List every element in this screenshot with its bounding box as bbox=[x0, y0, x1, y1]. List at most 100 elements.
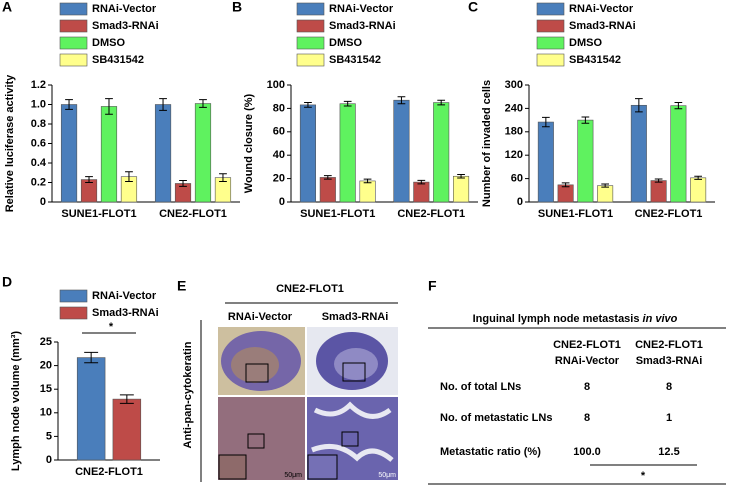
table-cell: 100.0 bbox=[573, 446, 601, 458]
legend-label: Smad3-RNAi bbox=[569, 20, 636, 32]
table-header: Smad3-RNAi bbox=[636, 355, 703, 367]
table-annotation: * bbox=[641, 470, 646, 482]
y-tick-label: 5 bbox=[46, 430, 52, 442]
legend-swatch bbox=[296, 2, 325, 16]
legend-label: SB431542 bbox=[329, 54, 381, 66]
panel-label: F bbox=[428, 278, 437, 294]
table-cell: 1 bbox=[666, 412, 672, 424]
bar bbox=[100, 106, 118, 203]
y-tick-label: 20 bbox=[273, 173, 285, 185]
bar bbox=[630, 104, 647, 203]
bar bbox=[433, 102, 450, 203]
table-cell: No. of total LNs bbox=[440, 381, 521, 393]
legend-swatch bbox=[296, 36, 325, 50]
y-tick-label: 15 bbox=[40, 383, 52, 395]
legend-label: Smad3-RNAi bbox=[92, 307, 159, 319]
x-tick-label: CNE2-FLOT1 bbox=[159, 208, 227, 220]
title-text: Inguinal lymph node metastasis bbox=[473, 313, 643, 325]
error-bar bbox=[457, 174, 465, 179]
scale-bar: 50μm bbox=[378, 472, 396, 479]
y-tick-label: 10 bbox=[40, 407, 52, 419]
error-bar bbox=[581, 116, 590, 124]
table-cell: 8 bbox=[584, 381, 590, 393]
y-tick-label: 60 bbox=[511, 173, 523, 185]
y-axis-title: Wound closure (%) bbox=[243, 93, 255, 193]
y-tick-label: 100 bbox=[267, 79, 285, 91]
panel-label: A bbox=[2, 0, 12, 15]
legend-swatch bbox=[59, 19, 88, 33]
error-bar bbox=[542, 116, 550, 128]
table-cell: 12.5 bbox=[658, 446, 679, 458]
legend-swatch bbox=[59, 289, 88, 303]
error-bar bbox=[323, 175, 332, 180]
y-tick-label: 0 bbox=[40, 196, 46, 208]
legend-swatch bbox=[59, 306, 88, 320]
y-tick-label: 240 bbox=[505, 102, 523, 114]
panel-label: C bbox=[468, 0, 478, 15]
error-bar bbox=[85, 176, 93, 183]
legend-label: Smad3-RNAi bbox=[329, 20, 396, 32]
panel-label: E bbox=[177, 278, 186, 294]
error-bar bbox=[694, 175, 702, 180]
legend-label: RNAi-Vector bbox=[92, 290, 157, 302]
table-cell: Metastatic ratio (%) bbox=[440, 446, 541, 458]
y-tick-label: 0 bbox=[517, 196, 523, 208]
bar bbox=[76, 357, 106, 461]
y-tick-label: 0 bbox=[46, 454, 52, 466]
error-bar bbox=[119, 394, 134, 404]
legend-label: RNAi-Vector bbox=[329, 3, 394, 15]
y-tick-label: 0.2 bbox=[31, 176, 46, 188]
bar bbox=[154, 104, 172, 203]
y-tick-label: 300 bbox=[505, 79, 523, 91]
bar bbox=[577, 119, 594, 203]
bar bbox=[413, 181, 430, 203]
x-tick-label: SUNE1-FLOT1 bbox=[538, 208, 613, 220]
y-tick-label: 25 bbox=[40, 336, 52, 348]
y-tick-label: 0.4 bbox=[31, 157, 47, 169]
bar bbox=[299, 104, 316, 203]
y-axis-title: Lymph node volume (mm³) bbox=[10, 331, 22, 471]
panel-label: B bbox=[232, 0, 242, 15]
legend-label: DMSO bbox=[92, 37, 125, 49]
error-bar bbox=[84, 351, 99, 364]
table-cell: 8 bbox=[666, 381, 672, 393]
y-axis-title: Number of invaded cells bbox=[481, 80, 493, 207]
legend-label: RNAi-Vector bbox=[92, 3, 157, 15]
image-title: CNE2-FLOT1 bbox=[276, 283, 344, 295]
bar bbox=[393, 99, 410, 203]
scale-bar: 50μm bbox=[284, 472, 302, 479]
column-label: RNAi-Vector bbox=[228, 311, 293, 323]
table-header: CNE2-FLOT1 bbox=[635, 339, 703, 351]
x-tick-label: CNE2-FLOT1 bbox=[75, 466, 143, 478]
legend-label: DMSO bbox=[329, 37, 362, 49]
x-tick-label: SUNE1-FLOT1 bbox=[300, 208, 375, 220]
error-bar bbox=[654, 178, 663, 183]
bar bbox=[60, 104, 78, 203]
legend-swatch bbox=[59, 2, 88, 16]
error-bar bbox=[343, 100, 352, 107]
y-tick-label: 0 bbox=[279, 196, 285, 208]
y-tick-label: 60 bbox=[273, 126, 285, 138]
legend-swatch bbox=[536, 53, 565, 67]
column-label: Smad3-RNAi bbox=[322, 311, 389, 323]
error-bar bbox=[65, 99, 73, 110]
y-tick-label: 180 bbox=[505, 126, 523, 138]
error-bar bbox=[417, 179, 426, 185]
bar bbox=[194, 103, 212, 203]
title-italic: in vivo bbox=[643, 313, 678, 325]
y-axis-title: Relative luciferase activity bbox=[4, 74, 16, 212]
y-tick-label: 20 bbox=[40, 360, 52, 372]
error-bar bbox=[674, 102, 683, 110]
y-tick-label: 1.0 bbox=[31, 98, 46, 110]
legend-swatch bbox=[536, 2, 565, 16]
error-bar bbox=[437, 99, 446, 106]
legend-swatch bbox=[296, 19, 325, 33]
table-cell: 8 bbox=[584, 412, 590, 424]
legend-swatch bbox=[536, 19, 565, 33]
row-label: Anti-pan-cytokeratin bbox=[182, 341, 194, 448]
y-tick-label: 0.8 bbox=[31, 118, 46, 130]
error-bar bbox=[105, 98, 113, 115]
micrographs bbox=[200, 302, 398, 482]
y-tick-label: 40 bbox=[273, 149, 285, 161]
